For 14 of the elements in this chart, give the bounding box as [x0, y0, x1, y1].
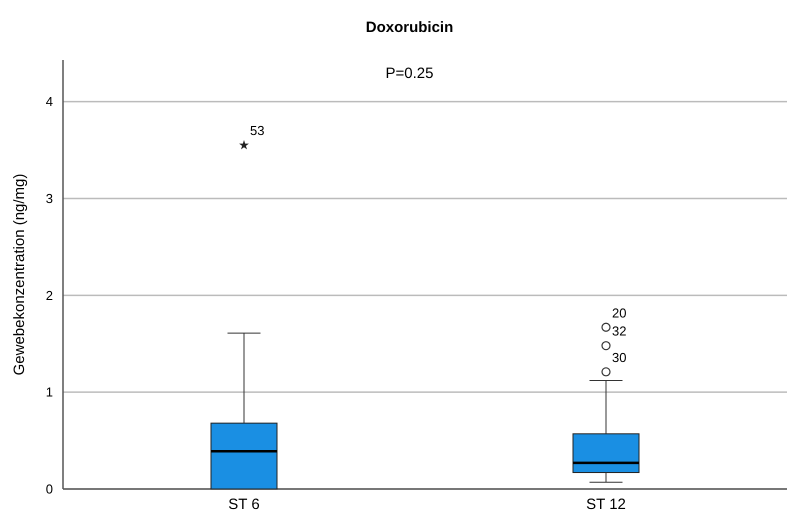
annotation: 53	[250, 123, 264, 138]
y-tick-label: 0	[46, 482, 53, 497]
annotation: 32	[612, 324, 626, 339]
annotation: 20	[612, 305, 626, 320]
x-tick-label: ST 12	[586, 496, 626, 513]
y-tick-label: 4	[46, 94, 53, 110]
chart-title: Doxorubicin	[366, 19, 454, 36]
y-tick-label: 3	[46, 191, 53, 206]
annotation: P=0.25	[386, 65, 434, 82]
annotation: 30	[612, 350, 626, 365]
x-tick-label: ST 6	[228, 496, 260, 513]
y-axis-title: Gewebekonzentration (ng/mg)	[11, 174, 28, 376]
y-tick-label: 1	[46, 384, 53, 400]
y-tick-label: 2	[46, 288, 53, 303]
